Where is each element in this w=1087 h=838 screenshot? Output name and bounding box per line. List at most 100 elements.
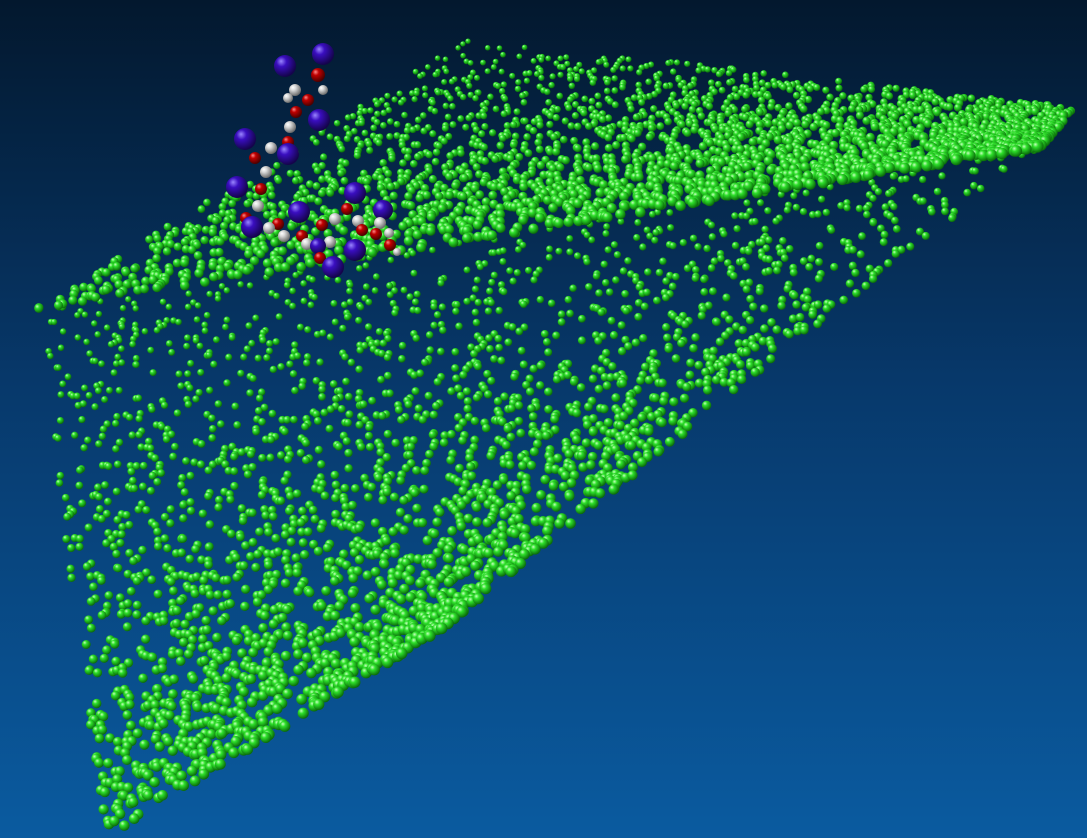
surface-particle (711, 125, 720, 134)
surface-particle (670, 68, 677, 75)
surface-particle (460, 173, 469, 183)
surface-particle (101, 395, 109, 404)
surface-particle (273, 161, 281, 170)
surface-particle (497, 356, 506, 365)
surface-particle (391, 438, 400, 448)
surface-particle (473, 74, 481, 81)
surface-particle (516, 428, 526, 438)
surface-particle (700, 288, 709, 296)
surface-particle (355, 420, 364, 429)
surface-particle (293, 352, 302, 360)
surface-particle (475, 170, 484, 179)
surface-particle (694, 360, 704, 370)
surface-particle (630, 94, 638, 102)
surface-particle (404, 147, 413, 155)
surface-particle (318, 175, 326, 184)
surface-particle (253, 549, 263, 559)
surface-particle (1000, 165, 1008, 173)
surface-particle (466, 82, 473, 89)
surface-particle (582, 420, 592, 430)
surface-particle (546, 245, 553, 253)
surface-particle (534, 138, 543, 147)
surface-particle (970, 181, 978, 190)
surface-particle (185, 290, 192, 297)
surface-particle (313, 330, 321, 338)
surface-particle (457, 115, 465, 123)
surface-particle (300, 297, 308, 305)
surface-particle (413, 141, 422, 149)
surface-particle (571, 112, 579, 120)
surface-particle (366, 146, 374, 154)
surface-particle (503, 122, 511, 130)
surface-particle (635, 81, 642, 89)
surface-particle (308, 505, 318, 515)
surface-particle (179, 637, 189, 647)
surface-particle (119, 820, 130, 831)
surface-particle (578, 68, 585, 75)
surface-particle (340, 176, 349, 185)
surface-particle (160, 534, 170, 543)
surface-particle (550, 133, 558, 141)
surface-particle (869, 194, 877, 202)
surface-particle (240, 584, 251, 594)
surface-particle (172, 606, 182, 616)
surface-particle (772, 325, 782, 334)
surface-particle (890, 202, 898, 211)
surface-particle (417, 517, 428, 528)
surface-particle (411, 96, 418, 103)
surface-particle (813, 83, 821, 92)
surface-particle (583, 258, 591, 266)
surface-particle (172, 258, 182, 268)
surface-particle (763, 156, 774, 166)
surface-particle (915, 227, 924, 236)
surface-particle (480, 112, 488, 120)
surface-particle (445, 172, 454, 181)
surface-particle (765, 236, 773, 244)
surface-particle (839, 295, 848, 305)
surface-particle (129, 340, 136, 348)
surface-particle (228, 747, 240, 759)
surface-particle (391, 309, 399, 317)
surface-particle (185, 554, 195, 564)
surface-particle (275, 313, 283, 321)
surface-particle (286, 537, 296, 547)
surface-particle (383, 353, 392, 362)
surface-particle (506, 490, 516, 501)
surface-particle (690, 125, 699, 134)
surface-particle (635, 206, 646, 218)
surface-particle (86, 719, 96, 730)
surface-particle (647, 124, 656, 132)
surface-particle (433, 311, 442, 319)
surface-particle (826, 93, 834, 101)
surface-particle (606, 97, 614, 105)
surface-particle (581, 95, 589, 103)
surface-particle (897, 245, 906, 254)
surface-particle (619, 411, 629, 421)
surface-particle (289, 302, 296, 310)
surface-particle (753, 84, 760, 92)
surface-particle (627, 134, 636, 143)
surface-particle (169, 674, 179, 685)
surface-particle (166, 577, 176, 586)
surface-particle (808, 310, 817, 319)
surface-particle (472, 517, 482, 527)
surface-particle (335, 387, 344, 395)
surface-particle (771, 81, 779, 89)
surface-particle (415, 193, 424, 203)
surface-particle (139, 739, 150, 750)
surface-particle (263, 560, 273, 570)
surface-particle (422, 458, 431, 468)
surface-particle (758, 336, 768, 346)
surface-particle (112, 360, 120, 367)
surface-particle (604, 79, 611, 86)
surface-particle (153, 527, 162, 536)
surface-particle (669, 242, 677, 250)
surface-particle (470, 184, 480, 193)
surface-particle (306, 667, 317, 679)
surface-particle (856, 250, 865, 259)
surface-particle (211, 573, 221, 583)
surface-particle (593, 164, 603, 173)
surface-particle (447, 429, 456, 439)
surface-particle (470, 435, 480, 445)
